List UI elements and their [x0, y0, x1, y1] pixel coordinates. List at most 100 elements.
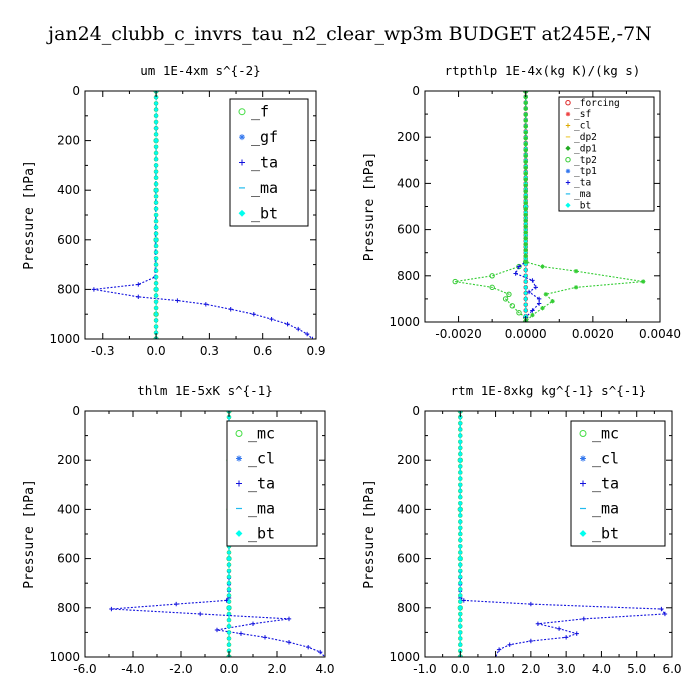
legend-marker: [236, 480, 242, 487]
data-point: [528, 601, 534, 607]
data-point: [523, 248, 528, 252]
series-group: [457, 411, 668, 657]
data-point: [153, 324, 159, 329]
data-point: [226, 642, 232, 647]
y-axis-label: Pressure [hPa]: [22, 479, 37, 589]
y-tick-label: 200: [397, 130, 420, 144]
legend-label: _ta: [251, 153, 278, 171]
chart-panel-rtm: rtm 1E-8xkg kg^{-1} s^{-1} Pressure [hPa]…: [362, 383, 682, 676]
data-point: [153, 101, 159, 106]
legend-marker: [236, 455, 242, 462]
legend-label: _gf: [251, 128, 278, 146]
legend: _forcing_sf_cl_dp2_dp1_tp2_tp1_ta_ma_bt: [558, 96, 655, 212]
data-point: [226, 593, 232, 598]
data-point: [523, 177, 528, 182]
legend-marker: [235, 530, 243, 537]
data-point: [513, 271, 518, 276]
legend-label: _sf: [574, 109, 591, 120]
data-point: [285, 321, 290, 327]
data-point: [228, 307, 233, 312]
data-point: [523, 212, 528, 217]
y-tick-label: 600: [57, 552, 80, 566]
data-point: [262, 635, 268, 640]
data-point: [153, 243, 159, 249]
data-point: [523, 279, 528, 284]
x-tick-label: 0.0: [451, 662, 470, 676]
x-tick-label: 0.0: [219, 662, 238, 676]
series-line-ta: [459, 411, 666, 657]
y-tick-label: 600: [397, 223, 420, 237]
data-point: [153, 212, 159, 218]
y-tick-label: 600: [57, 233, 80, 247]
legend-label: _bt: [248, 524, 275, 542]
data-point: [286, 616, 292, 622]
data-point: [507, 642, 512, 647]
data-point: [136, 282, 141, 287]
series-line-ta: [111, 411, 325, 657]
legend-label: _ma: [592, 499, 619, 517]
data-point: [550, 299, 555, 304]
y-tick-label: 800: [397, 269, 420, 283]
data-point: [458, 519, 463, 524]
data-point: [458, 433, 463, 438]
data-point: [153, 132, 159, 137]
legend-label: _cl: [248, 449, 275, 467]
legend-label: _bt: [251, 204, 278, 222]
data-point: [523, 296, 528, 302]
data-point: [523, 195, 528, 199]
series-group: [91, 91, 315, 339]
legend: _mc _cl _ta _ma _bt: [570, 420, 666, 547]
data-point: [153, 169, 159, 174]
y-tick-label: 1000: [389, 315, 420, 329]
data-point: [153, 206, 159, 212]
data-point: [153, 125, 159, 131]
x-tick-label: 2.0: [267, 662, 286, 676]
data-point: [563, 635, 569, 640]
data-point: [523, 165, 528, 170]
x-tick-label: 0.6: [253, 344, 272, 358]
data-point: [523, 171, 528, 176]
x-tick-label: 6.0: [662, 662, 681, 676]
data-point: [458, 414, 463, 420]
y-tick-label: 1000: [389, 650, 420, 664]
legend-marker: [565, 180, 571, 185]
y-axis-label: Pressure [hPa]: [22, 160, 37, 270]
data-point: [458, 611, 463, 617]
x-tick-label: 0.3: [200, 344, 219, 358]
y-tick-label: 800: [57, 601, 80, 615]
data-point: [523, 201, 528, 205]
data-point: [226, 630, 232, 635]
data-point: [458, 501, 463, 506]
data-point: [458, 525, 463, 531]
chart-panel-um: um 1E-4xm s^{-2} Pressure [hPa] 0 200 400 600…: [22, 63, 326, 358]
data-point: [153, 249, 159, 255]
legend-label: _cl: [574, 121, 591, 132]
y-tick-label: 200: [397, 453, 420, 467]
data-point: [153, 280, 159, 286]
series-group: [452, 91, 646, 322]
y-tick-label: 400: [397, 176, 420, 190]
data-point: [502, 296, 509, 302]
x-tick-label: 0.9: [306, 344, 325, 358]
data-point: [526, 289, 532, 295]
y-tick-label: 800: [397, 601, 420, 615]
legend-label: _ta: [574, 178, 591, 189]
data-point: [457, 506, 463, 513]
data-point: [516, 310, 522, 316]
data-point: [523, 207, 528, 211]
legend-label: _bt: [592, 524, 619, 542]
data-point: [318, 649, 323, 655]
data-point: [226, 414, 232, 420]
legend-label: _dp1: [574, 143, 597, 154]
data-point: [641, 279, 646, 284]
y-tick-label: 600: [397, 552, 420, 566]
data-point: [153, 181, 159, 187]
data-point: [496, 647, 502, 652]
data-point: [203, 302, 209, 307]
data-point: [581, 616, 586, 622]
legend: _mc _cl _ta _ma _bt: [226, 420, 318, 547]
data-point: [153, 318, 159, 323]
series-line-tp2: [455, 91, 527, 322]
data-point: [509, 303, 515, 309]
legend-label: _tp2: [574, 155, 597, 166]
